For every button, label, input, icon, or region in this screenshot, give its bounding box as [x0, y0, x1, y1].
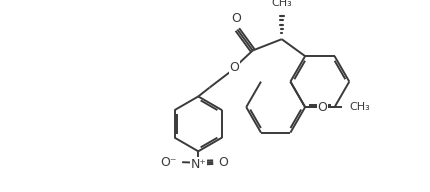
Text: CH₃: CH₃ — [349, 102, 370, 112]
Text: O: O — [317, 101, 327, 114]
Text: N⁺: N⁺ — [190, 158, 206, 171]
Text: O: O — [230, 61, 240, 74]
Text: O⁻: O⁻ — [160, 156, 177, 169]
Text: O: O — [232, 12, 242, 25]
Text: O: O — [218, 156, 228, 169]
Text: CH₃: CH₃ — [271, 0, 292, 8]
